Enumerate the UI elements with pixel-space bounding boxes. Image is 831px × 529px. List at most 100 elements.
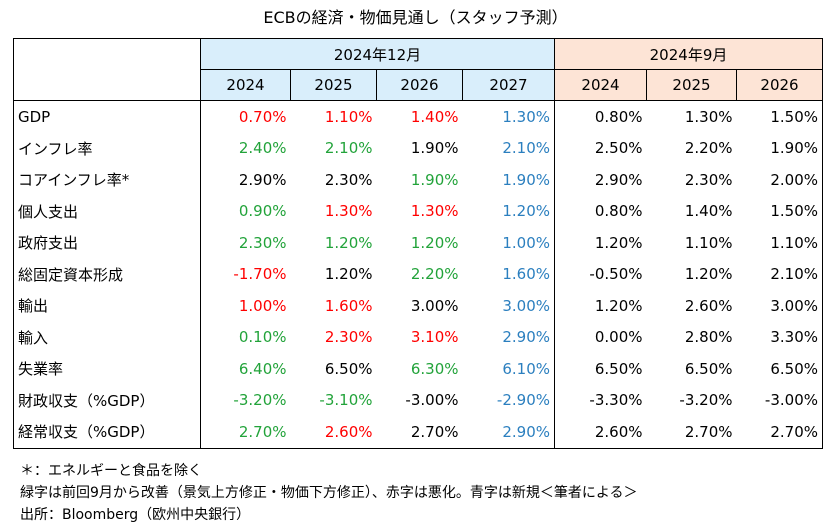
- value-cell-dec: 1.90%: [410, 170, 459, 189]
- value-cell-dec: 1.30%: [410, 202, 459, 221]
- table-row: 政府支出 2.30% 1.20% 1.20% 1.00% 1.20% 1.10% 1.10%: [13, 227, 823, 259]
- value-cell-dec: 6.50%: [324, 359, 373, 378]
- value-cell-dec: 2.10%: [324, 139, 373, 158]
- year-header-dec: 2025: [290, 69, 377, 101]
- footnotes: ＊：エネルギーと食品を除く 緑字は前回9月から改善（景気上方修正・物価下方修正）…: [20, 460, 638, 526]
- value-cell-dec: -3.10%: [319, 391, 373, 410]
- value-cell-dec: 1.40%: [410, 107, 459, 126]
- value-cell-sep: 2.30%: [684, 170, 733, 189]
- value-cell-sep: 0.00%: [554, 321, 647, 353]
- year-header-sep: 2026: [736, 69, 823, 101]
- value-cell-dec: 1.20%: [324, 265, 373, 284]
- value-cell-sep: 1.10%: [684, 233, 733, 252]
- row-label: インフレ率: [13, 132, 201, 164]
- value-cell-dec: 1.30%: [324, 202, 373, 221]
- value-cell-dec: 2.30%: [324, 328, 373, 347]
- value-cell-dec: 2.60%: [290, 416, 377, 449]
- value-cell-dec: 2.30%: [238, 233, 287, 252]
- table-row: コアインフレ率* 2.90% 2.30% 1.90% 1.90% 2.90% 2.30% 2.…: [13, 164, 823, 196]
- value-cell-sep: 2.10%: [736, 258, 823, 290]
- table-row: 輸出 1.00% 1.60% 3.00% 3.00% 1.20% 2.60% 3.00%: [13, 290, 823, 322]
- footnote-source: 出所：Bloomberg（欧州中央銀行）: [20, 507, 251, 523]
- value-cell-sep: 2.90%: [554, 164, 647, 196]
- value-cell-dec: 3.00%: [410, 296, 459, 315]
- value-cell-sep: 2.00%: [736, 164, 823, 196]
- group-header-sep: 2024年9月: [554, 38, 823, 70]
- value-cell-dec: 2.70%: [200, 416, 291, 449]
- value-cell-dec: 2.20%: [410, 265, 459, 284]
- row-label: 輸出: [13, 290, 201, 322]
- value-cell-dec: -1.70%: [233, 265, 287, 284]
- value-cell-dec: 1.20%: [324, 233, 373, 252]
- value-cell-dec: 2.30%: [324, 170, 373, 189]
- row-label: 政府支出: [13, 227, 201, 259]
- value-cell-dec: 1.10%: [324, 107, 373, 126]
- value-cell-sep: 1.90%: [736, 132, 823, 164]
- value-cell-sep: -0.50%: [554, 258, 647, 290]
- value-cell-sep: 3.30%: [736, 321, 823, 353]
- row-label: コアインフレ率*: [13, 164, 201, 196]
- table-row: 失業率 6.40% 6.50% 6.30% 6.10% 6.50% 6.50% 6.50%: [13, 353, 823, 385]
- year-header-dec: 2026: [376, 69, 463, 101]
- table-row: 財政収支（%GDP） -3.20% -3.10% -3.00% -2.90% -3.30%…: [13, 384, 823, 416]
- forecast-table: 2024年12月 2024年9月 2024 2025 2026 2027 2024 202…: [13, 38, 823, 449]
- row-label: 経常収支（%GDP）: [13, 416, 201, 449]
- value-cell-sep: 2.80%: [684, 328, 733, 347]
- value-cell-sep: 6.50%: [554, 353, 647, 385]
- value-cell-sep: 6.50%: [684, 359, 733, 378]
- value-cell-sep: 3.00%: [736, 290, 823, 322]
- value-cell-sep: 2.70%: [736, 416, 823, 449]
- value-cell-sep: 0.80%: [554, 195, 647, 227]
- row-label: 失業率: [13, 353, 201, 385]
- year-header-dec: 2024: [200, 69, 291, 101]
- value-cell-sep: 1.20%: [554, 290, 647, 322]
- row-label: 個人支出: [13, 195, 201, 227]
- value-cell-dec: 2.40%: [238, 139, 287, 158]
- value-cell-dec: 0.10%: [238, 328, 287, 347]
- value-cell-dec: 3.10%: [410, 328, 459, 347]
- row-label: 輸入: [13, 321, 201, 353]
- value-cell-dec: 2.90%: [462, 416, 555, 449]
- value-cell-dec: 1.30%: [502, 107, 550, 126]
- value-cell-sep: 1.20%: [554, 227, 647, 259]
- value-cell-sep: 2.60%: [684, 296, 733, 315]
- value-cell-sep: -3.00%: [736, 384, 823, 416]
- table-row: 個人支出 0.90% 1.30% 1.30% 1.20% 0.80% 1.40% 1.50%: [13, 195, 823, 227]
- value-cell-sep: 1.50%: [736, 100, 823, 133]
- value-cell-dec: 0.70%: [238, 107, 287, 126]
- value-cell-dec: 6.10%: [502, 359, 550, 378]
- table-row: 総固定資本形成 -1.70% 1.20% 2.20% 1.60% -0.50% 1.20% 2…: [13, 258, 823, 290]
- group-header-dec: 2024年12月: [200, 38, 555, 70]
- value-cell-dec: 1.00%: [502, 233, 550, 252]
- table-title: ECBの経済・物価見通し（スタッフ予測）: [263, 8, 568, 27]
- value-cell-dec: 1.60%: [324, 296, 373, 315]
- value-cell-dec: 3.00%: [502, 296, 550, 315]
- footnote-core: ＊：エネルギーと食品を除く: [20, 463, 202, 479]
- value-cell-dec: -3.20%: [233, 391, 287, 410]
- row-label: GDP: [13, 100, 201, 133]
- value-cell-sep: 2.20%: [684, 139, 733, 158]
- row-label: 財政収支（%GDP）: [13, 384, 201, 416]
- value-cell-sep: 1.50%: [736, 195, 823, 227]
- value-cell-dec: 2.90%: [238, 170, 287, 189]
- table-row: GDP 0.70% 1.10% 1.40% 1.30% 0.80% 1.30% 1.50%: [13, 100, 823, 133]
- value-cell-dec: 1.20%: [502, 202, 550, 221]
- value-cell-dec: 6.40%: [238, 359, 287, 378]
- table-row: インフレ率 2.40% 2.10% 1.90% 2.10% 2.50% 2.20% 1.90%: [13, 132, 823, 164]
- value-cell-sep: 1.30%: [684, 107, 733, 126]
- value-cell-sep: -3.30%: [554, 384, 647, 416]
- value-cell-dec: 1.60%: [502, 265, 550, 284]
- value-cell-sep: 2.60%: [554, 416, 647, 449]
- value-cell-sep: 1.20%: [684, 265, 733, 284]
- value-cell-dec: -3.00%: [405, 391, 459, 410]
- value-cell-dec: 1.20%: [410, 233, 459, 252]
- value-cell-sep: 6.50%: [736, 353, 823, 385]
- value-cell-dec: 2.70%: [376, 416, 463, 449]
- value-cell-sep: -3.20%: [679, 391, 733, 410]
- row-label: 総固定資本形成: [13, 258, 201, 290]
- value-cell-dec: 6.30%: [410, 359, 459, 378]
- year-header-sep: 2024: [554, 69, 647, 101]
- value-cell-dec: -2.90%: [496, 391, 550, 410]
- value-cell-sep: 1.10%: [736, 227, 823, 259]
- footnote-legend: 緑字は前回9月から改善（景気上方修正・物価下方修正）、赤字は悪化。青字は新規＜筆…: [20, 485, 638, 501]
